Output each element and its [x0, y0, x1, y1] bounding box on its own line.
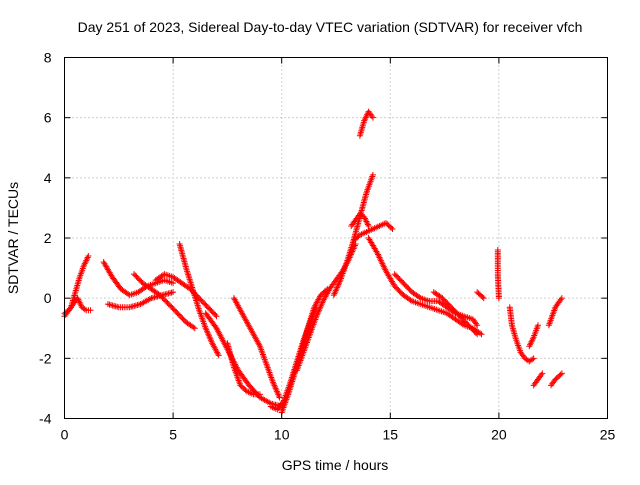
data-point	[369, 114, 376, 121]
series-arc-t	[430, 289, 481, 338]
y-tick-label: 6	[44, 110, 52, 126]
data-point-fill	[529, 356, 536, 363]
series-arc-y	[530, 370, 546, 389]
data-point-fill	[407, 297, 414, 304]
data-point	[85, 253, 92, 260]
series-arc-p	[350, 219, 396, 245]
data-point	[87, 307, 94, 314]
data-point-fill	[212, 311, 219, 318]
data-point-fill	[557, 371, 564, 378]
data-point	[256, 391, 263, 398]
y-tick-label: 2	[44, 230, 52, 246]
data-point	[534, 322, 541, 329]
data-point	[170, 280, 177, 287]
data-point	[213, 313, 220, 320]
data-point-fill	[190, 324, 197, 331]
points-layer	[61, 108, 565, 416]
data-point	[474, 322, 481, 329]
y-tick-label: 0	[44, 290, 52, 306]
series-arc-f	[152, 271, 220, 320]
series-arc-i	[224, 340, 263, 398]
series-arc-j	[230, 295, 283, 401]
series-arc-g	[176, 241, 222, 359]
y-tick-label: 4	[44, 170, 52, 186]
series-arc-c	[100, 259, 177, 299]
x-tick-label: 5	[169, 427, 177, 443]
y-tick-label: -2	[39, 350, 52, 366]
data-point	[539, 370, 546, 377]
series-arc-z	[545, 295, 565, 329]
data-point	[480, 295, 487, 302]
series-arc-u	[474, 289, 487, 302]
series-arc-s	[391, 271, 481, 329]
x-tick-label: 0	[61, 427, 69, 443]
y-tick-label: -4	[39, 411, 52, 427]
series-arc-d	[104, 289, 177, 311]
data-point	[191, 325, 198, 332]
series-arc-o	[348, 210, 372, 229]
y-tick-label: 8	[44, 50, 52, 66]
data-point-fill	[472, 329, 479, 336]
data-point	[558, 370, 565, 377]
data-point-fill	[64, 308, 71, 315]
x-tick-label: 10	[274, 427, 290, 443]
series-arc-w	[506, 304, 537, 365]
series-arc-v	[494, 247, 502, 302]
data-point-fill	[416, 294, 423, 301]
data-point	[276, 394, 283, 401]
x-tick-label: 20	[491, 427, 507, 443]
data-point	[170, 289, 177, 296]
series-arc-h	[202, 310, 285, 410]
series-arc-q	[356, 108, 376, 139]
plot-frame	[64, 57, 608, 419]
y-axis-label: SDTVAR / TECUs	[5, 182, 21, 294]
grid-layer	[64, 57, 608, 419]
data-point	[389, 225, 396, 232]
data-point	[558, 295, 565, 302]
data-point	[369, 171, 376, 178]
data-point	[530, 355, 537, 362]
series-arc-r	[365, 235, 485, 338]
series-arc-e	[131, 271, 198, 332]
x-axis-label: GPS time / hours	[282, 457, 389, 473]
series-arc-x	[526, 322, 541, 350]
data-point-fill	[479, 293, 486, 300]
x-tick-label: 15	[383, 427, 399, 443]
chart-title: Day 251 of 2023, Sidereal Day-to-day VTE…	[78, 19, 583, 35]
data-point	[495, 295, 502, 302]
data-point	[215, 352, 222, 359]
series-arc-z2	[548, 370, 565, 389]
data-point-fill	[81, 306, 88, 313]
x-tick-label: 25	[600, 427, 616, 443]
series-arc-n	[330, 171, 376, 299]
data-point-fill	[388, 224, 395, 231]
axis-layer: 0 5 10 15 20 25 -4 -2 0 2 4 6 8	[39, 50, 615, 443]
data-point	[474, 331, 481, 338]
data-point	[365, 222, 372, 229]
